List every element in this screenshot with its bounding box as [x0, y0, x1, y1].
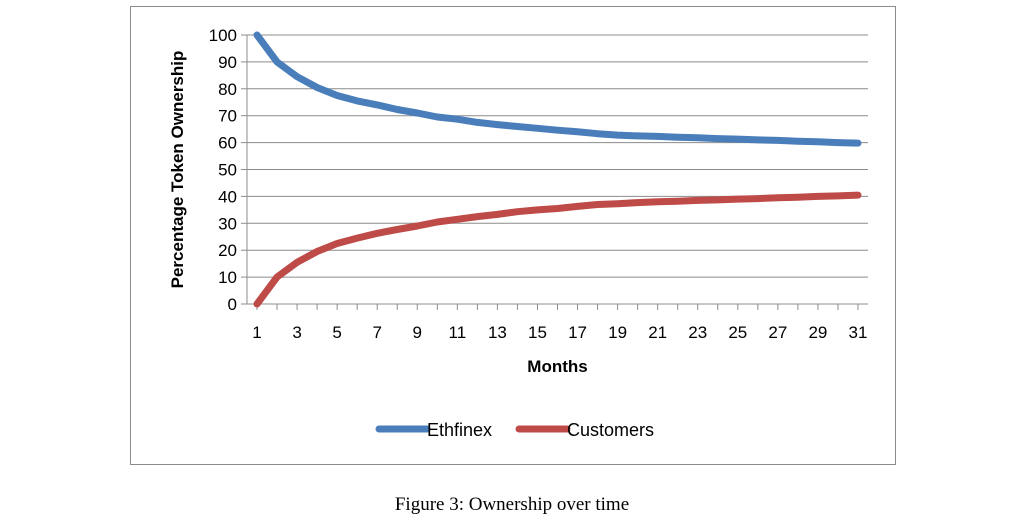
x-tick-label: 5	[332, 323, 341, 342]
y-tick-label: 70	[218, 107, 237, 126]
legend-label-customers: Customers	[567, 420, 654, 440]
y-tick-labels: 0 10 20 30 40 50 60 70 80 90 100	[209, 26, 237, 314]
y-tick-label: 50	[218, 161, 237, 180]
x-tick-label: 1	[252, 323, 261, 342]
x-tick-label: 19	[608, 323, 627, 342]
y-tick-label: 60	[218, 134, 237, 153]
figure-caption: Figure 3: Ownership over time	[394, 494, 630, 515]
y-tick-label: 40	[218, 187, 237, 206]
series-line-customers	[253, 191, 862, 308]
x-tick-label: 27	[768, 323, 787, 342]
x-tick-label: 31	[849, 323, 868, 342]
x-tick-label: 25	[728, 323, 747, 342]
y-tick-label: 80	[218, 80, 237, 99]
y-tick-label: 30	[218, 214, 237, 233]
chart-frame: 0 10 20 30 40 50 60 70 80 90 100 1 3 5 7 9 11 13 15 17 19 21…	[130, 6, 896, 465]
x-tick-label: 7	[372, 323, 381, 342]
x-tick-label: 13	[488, 323, 507, 342]
x-tick-label: 3	[292, 323, 301, 342]
x-tick-label: 23	[688, 323, 707, 342]
x-tick-label: 9	[413, 323, 422, 342]
gridlines	[241, 34, 868, 305]
x-tick-label: 11	[449, 323, 467, 342]
series-line-ethfinex	[253, 31, 862, 147]
x-tick-label: 21	[648, 323, 667, 342]
series-lines	[253, 31, 862, 308]
x-axis-title: Months	[527, 357, 587, 376]
y-tick-label: 0	[228, 295, 237, 314]
legend-label-ethfinex: Ethfinex	[427, 420, 492, 440]
y-tick-label: 10	[218, 268, 237, 287]
x-tick-labels: 1 3 5 7 9 11 13 15 17 19 21 23 25 27 29 31	[252, 323, 867, 342]
x-tick-label: 15	[528, 323, 547, 342]
axes	[246, 35, 868, 310]
x-tick-label: 17	[568, 323, 587, 342]
legend: Ethfinex Customers	[375, 420, 654, 440]
y-tick-label: 100	[209, 26, 237, 45]
x-tick-label: 29	[808, 323, 827, 342]
y-axis-title: Percentage Token Ownership	[168, 51, 187, 289]
y-tick-label: 90	[218, 53, 237, 72]
y-tick-label: 20	[218, 241, 237, 260]
